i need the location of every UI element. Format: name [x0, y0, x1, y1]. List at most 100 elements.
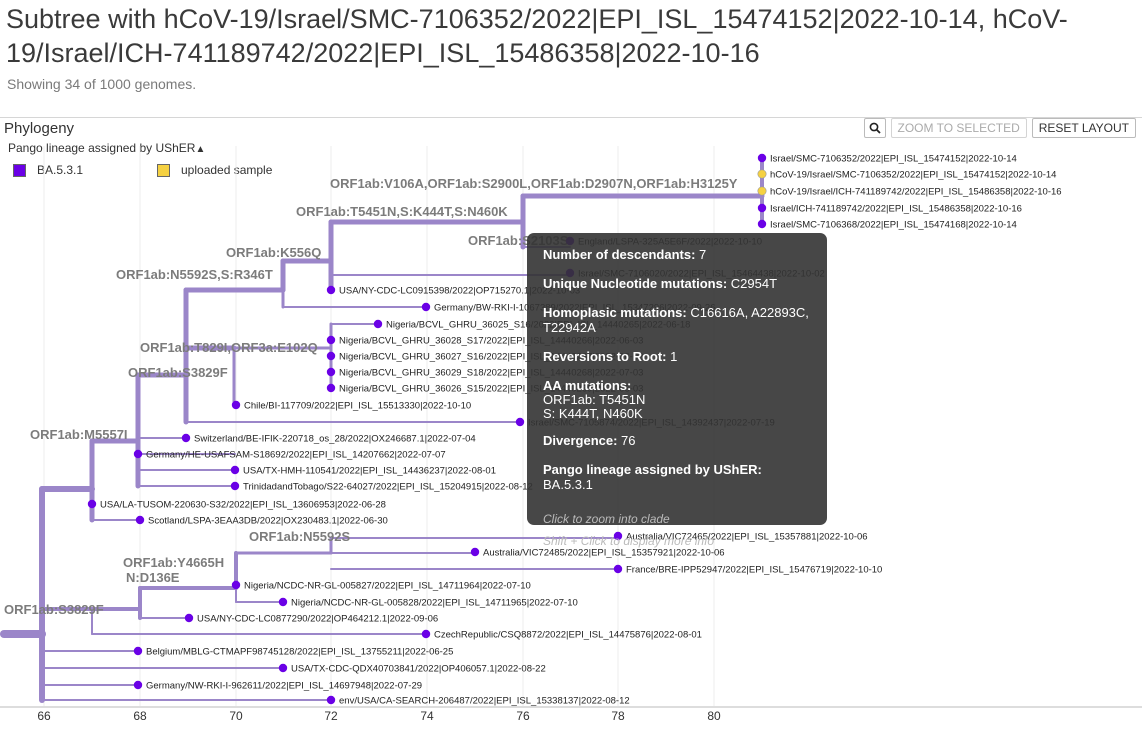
leaf-node[interactable] — [470, 547, 480, 557]
leaf-node[interactable] — [421, 302, 431, 312]
leaf-node[interactable] — [133, 646, 143, 656]
leaf-node[interactable] — [135, 515, 145, 525]
leaf-node[interactable] — [230, 481, 240, 491]
leaf-node[interactable] — [181, 433, 191, 443]
reversions-value: 1 — [670, 349, 678, 364]
panel-title: Phylogeny — [4, 120, 75, 137]
legend-item-uploaded[interactable]: uploaded sample — [157, 162, 272, 178]
clade-mutation-label: ORF1ab:T829I,ORF3a:E102Q — [140, 340, 318, 355]
leaf-label[interactable]: Nigeria/NCDC-NR-GL-005827/2022|EPI_ISL_1… — [244, 581, 531, 592]
clade-mutation-label: N:D136E — [126, 570, 180, 585]
nuc-mutations-label: Unique Nucleotide mutations: — [543, 276, 728, 291]
leaf-label[interactable]: Germany/HE-USAFSAM-S18692/2022|EPI_ISL_1… — [146, 450, 446, 461]
leaf-node[interactable] — [133, 449, 143, 459]
leaf-label[interactable]: Scotland/LSPA-3EAA3DB/2022|OX230483.1|20… — [148, 516, 388, 527]
leaf-node[interactable] — [184, 613, 194, 623]
leaf-label[interactable]: Germany/NW-RKI-I-962611/2022|EPI_ISL_146… — [146, 681, 422, 692]
page-title: Subtree with hCoV-19/Israel/SMC-7106352/… — [6, 4, 1068, 68]
legend-title[interactable]: Pango lineage assigned by UShER▲ — [8, 141, 205, 155]
leaf-node[interactable] — [133, 680, 143, 690]
genome-count: Showing 34 of 1000 genomes. — [7, 76, 197, 92]
reversions-label: Reversions to Root: — [543, 349, 667, 364]
leaf-node[interactable] — [613, 564, 623, 574]
legend-swatch — [13, 163, 26, 177]
zoom-hint: Click to zoom into clade — [543, 512, 670, 526]
leaf-label[interactable]: Chile/BI-117709/2022|EPI_ISL_15513330|20… — [244, 401, 471, 412]
leaf-label[interactable]: Nigeria/BCVL_GHRU_36029_S18/2022|EPI_ISL… — [339, 368, 643, 379]
leaf-label[interactable]: Belgium/MBLG-CTMAPF98745128/2022|EPI_ISL… — [146, 647, 453, 658]
leaf-label[interactable]: Nigeria/BCVL_GHRU_36027_S16/2022|EPI_ISL… — [339, 352, 643, 363]
legend-label: BA.5.3.1 — [37, 163, 84, 177]
divergence-value: 76 — [621, 433, 636, 448]
leaf-node[interactable] — [515, 417, 525, 427]
leaf-label[interactable]: Australia/VIC72485/2022|EPI_ISL_15357921… — [483, 548, 725, 559]
leaf-label[interactable]: USA/NY-CDC-LC0915398/2022|OP715270.1|202… — [339, 286, 580, 297]
leaf-label[interactable]: Israel/ICH-741189742/2022|EPI_ISL_154863… — [770, 204, 1022, 215]
leaf-label[interactable]: USA/TX-HMH-110541/2022|EPI_ISL_14436237|… — [243, 466, 496, 477]
shift-click-hint: Shift + Click to display more info — [543, 534, 715, 548]
leaf-node[interactable] — [87, 499, 97, 509]
axis-tick-label: 70 — [229, 709, 243, 723]
leaf-node[interactable] — [326, 383, 336, 393]
leaf-node[interactable] — [278, 597, 288, 607]
legend-item-ba531[interactable]: BA.5.3.1 — [13, 162, 83, 178]
clade-mutation-label: ORF1ab:M5557I — [30, 427, 128, 442]
leaf-label[interactable]: TrinidadandTobago/S22-64027/2022|EPI_ISL… — [243, 482, 533, 493]
leaf-label[interactable]: Nigeria/BCVL_GHRU_36026_S15/2022|EPI_ISL… — [339, 384, 643, 395]
descendants-label: Number of descendants: — [543, 247, 696, 262]
pango-label: Pango lineage assigned by UShER: — [543, 462, 762, 477]
clade-mutation-label: ORF1ab:K556Q — [226, 245, 321, 260]
leaf-label[interactable]: Nigeria/NCDC-NR-GL-005828/2022|EPI_ISL_1… — [291, 598, 578, 609]
leaf-node[interactable] — [231, 400, 241, 410]
axis-tick-label: 76 — [516, 709, 530, 723]
zoom-button[interactable] — [863, 118, 886, 138]
nuc-mutations-value: C2954T — [730, 276, 778, 291]
leaf-node[interactable] — [757, 219, 767, 229]
reset-layout-button[interactable]: RESET LAYOUT — [1031, 118, 1136, 138]
leaf-node[interactable] — [231, 580, 241, 590]
leaf-node[interactable] — [757, 203, 767, 213]
leaf-label[interactable]: France/BRE-IPP52947/2022|EPI_ISL_1547671… — [626, 565, 882, 576]
leaf-node[interactable] — [326, 285, 336, 295]
axis-tick-label: 68 — [133, 709, 147, 723]
divergence-label: Divergence: — [543, 433, 618, 448]
leaf-label[interactable]: USA/NY-CDC-LC0877290/2022|OP464212.1|202… — [197, 614, 438, 625]
leaf-label[interactable]: Israel/SMC-7106368/2022|EPI_ISL_15474168… — [770, 220, 1017, 231]
leaf-label[interactable]: Switzerland/BE-IFIK-220718_os_28/2022|OX… — [194, 434, 476, 445]
aa-mutations-label: AA mutations: — [543, 378, 632, 393]
leaf-label[interactable]: CzechRepublic/CSQ8872/2022|EPI_ISL_14475… — [434, 630, 702, 641]
leaf-node[interactable] — [326, 351, 336, 361]
node-tooltip: Number of descendants: 7 Unique Nucleoti… — [527, 233, 827, 548]
tree-toolbar: ZOOM TO SELECTED RESET LAYOUT — [863, 118, 1136, 138]
clade-mutation-label: ORF1ab:Y4665H — [123, 555, 224, 570]
axis-tick-label: 80 — [707, 709, 721, 723]
leaf-node[interactable] — [757, 169, 767, 179]
axis-tick-label: 78 — [611, 709, 625, 723]
axis-tick-label: 66 — [37, 709, 51, 723]
leaf-label[interactable]: hCoV-19/Israel/SMC-7106352/2022|EPI_ISL_… — [770, 170, 1056, 181]
leaf-label[interactable]: USA/LA-TUSOM-220630-S32/2022|EPI_ISL_136… — [100, 500, 386, 511]
leaf-label[interactable]: USA/TX-CDC-QDX40703841/2022|OP406057.1|2… — [291, 664, 546, 675]
leaf-label[interactable]: Nigeria/BCVL_GHRU_36028_S17/2022|EPI_ISL… — [339, 336, 643, 347]
clade-mutation-label: ORF1ab:V106A,ORF1ab:S2900L,ORF1ab:D2907N… — [330, 176, 738, 191]
leaf-label[interactable]: hCoV-19/Israel/ICH-741189742/2022|EPI_IS… — [770, 187, 1062, 198]
clade-mutation-label: ORF1ab:N5592S — [249, 529, 350, 544]
aa-mutation-spike: S: K444T, N460K — [543, 406, 643, 421]
leaf-node[interactable] — [757, 153, 767, 163]
clade-mutation-label: ORF1ab:S3829F — [4, 602, 104, 617]
leaf-node[interactable] — [326, 335, 336, 345]
leaf-node[interactable] — [373, 319, 383, 329]
axis-tick-label: 72 — [324, 709, 338, 723]
leaf-node[interactable] — [757, 186, 767, 196]
leaf-node[interactable] — [613, 531, 623, 541]
leaf-node[interactable] — [326, 695, 336, 705]
leaf-node[interactable] — [278, 663, 288, 673]
leaf-label[interactable]: env/USA/CA-SEARCH-206487/2022|EPI_ISL_15… — [339, 696, 630, 707]
clade-mutation-label: ORF1ab:T5451N,S:K444T,S:N460K — [296, 204, 508, 219]
leaf-label[interactable]: Australia/VIC72465/2022|EPI_ISL_15357881… — [626, 532, 868, 543]
leaf-label[interactable]: Israel/SMC-7106352/2022|EPI_ISL_15474152… — [770, 154, 1017, 165]
zoom-to-selected-button[interactable]: ZOOM TO SELECTED — [890, 118, 1027, 138]
leaf-node[interactable] — [326, 367, 336, 377]
leaf-node[interactable] — [421, 629, 431, 639]
leaf-node[interactable] — [230, 465, 240, 475]
